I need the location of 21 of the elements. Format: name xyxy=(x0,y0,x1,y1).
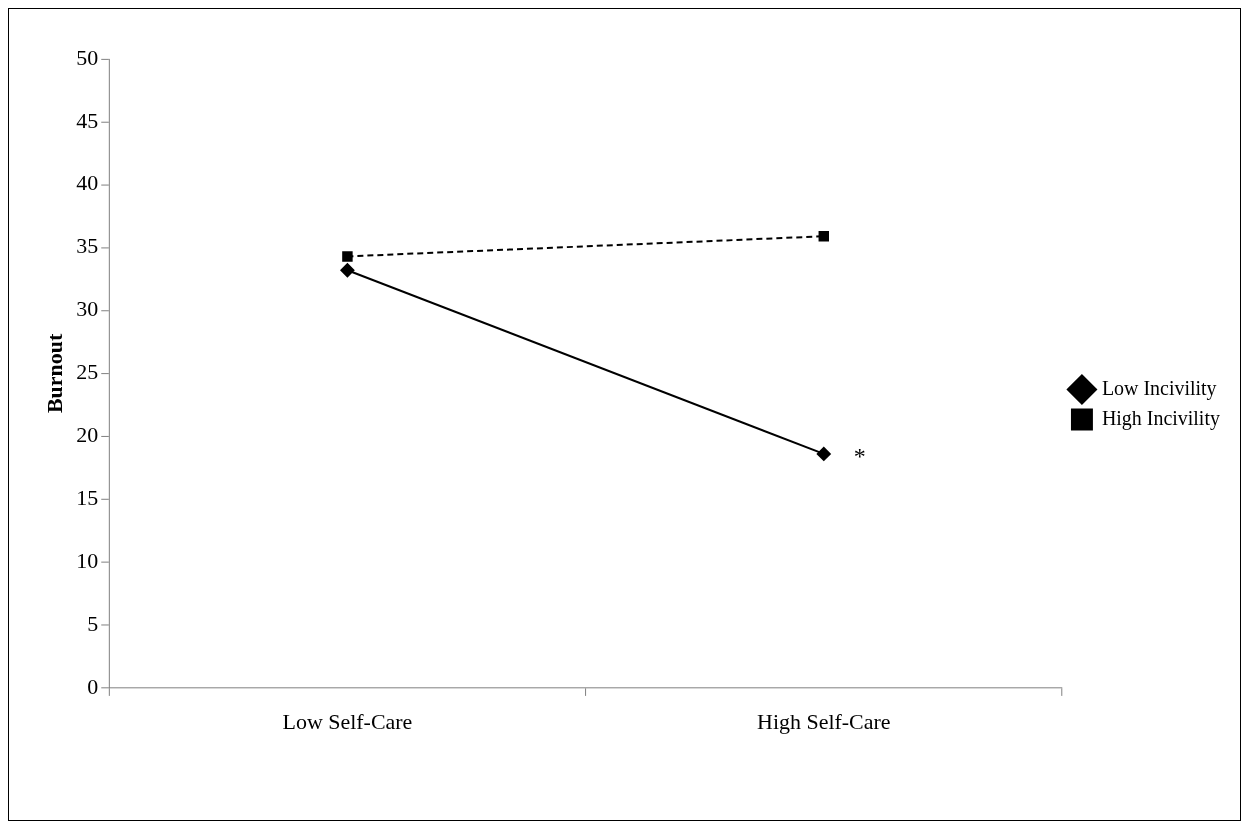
point xyxy=(340,263,355,278)
y-tick-label: 40 xyxy=(76,170,99,196)
legend-label: High Incivility xyxy=(1101,406,1220,430)
y-tick-label: 30 xyxy=(76,296,99,322)
y-tick-label: 50 xyxy=(76,44,99,70)
y-tick-label: 45 xyxy=(76,107,99,133)
y-tick-label: 10 xyxy=(76,547,99,573)
y-tick-label: 5 xyxy=(87,610,99,636)
x-tick-label: High Self-Care xyxy=(757,708,891,734)
y-axis-title: Burnout xyxy=(41,333,67,414)
x-tick-label: Low Self-Care xyxy=(282,708,413,734)
point xyxy=(342,251,353,262)
y-tick-label: 25 xyxy=(76,359,99,385)
annotation: * xyxy=(853,443,866,470)
point xyxy=(818,231,830,242)
y-tick-label: 0 xyxy=(87,673,99,699)
y-tick-label: 35 xyxy=(76,233,99,259)
y-tick-label: 15 xyxy=(76,484,99,510)
legend-label: Low Incivility xyxy=(1101,376,1217,400)
y-tick-label: 20 xyxy=(76,422,99,448)
point xyxy=(816,446,831,461)
